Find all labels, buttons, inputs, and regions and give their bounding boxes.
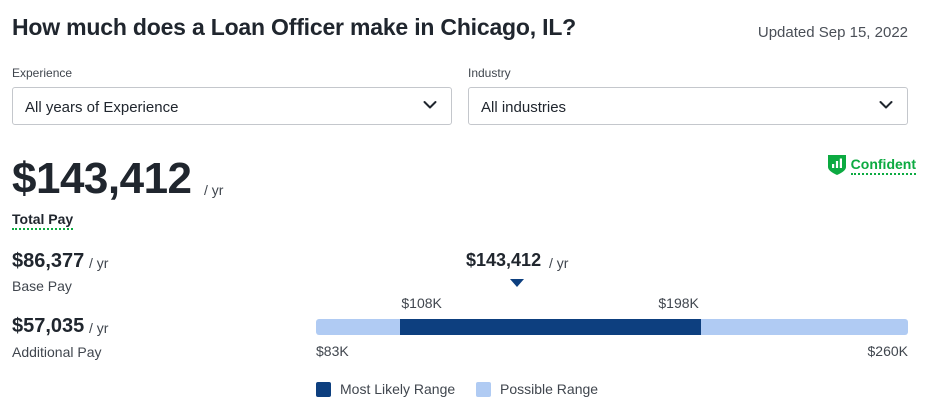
possible-range-bar bbox=[316, 319, 908, 335]
legend-most-likely: Most Likely Range bbox=[316, 381, 455, 397]
legend-possible-label: Possible Range bbox=[500, 381, 599, 397]
range-max-label: $260K bbox=[867, 343, 908, 359]
confidence-badge[interactable]: Confident bbox=[827, 151, 916, 179]
median-marker bbox=[510, 279, 524, 287]
median-pay-unit: / yr bbox=[549, 255, 569, 271]
total-pay-amount: $143,412 bbox=[12, 154, 192, 203]
industry-label: Industry bbox=[468, 66, 511, 80]
likely-low-label: $108K bbox=[401, 295, 442, 311]
experience-dropdown[interactable]: All years of Experience bbox=[12, 87, 452, 125]
possible-swatch bbox=[476, 381, 491, 397]
industry-value: All industries bbox=[481, 99, 567, 116]
page-title: How much does a Loan Officer make in Chi… bbox=[12, 14, 577, 40]
total-pay-unit: / yr bbox=[204, 182, 224, 198]
shield-bars-icon bbox=[827, 155, 846, 175]
legend-possible: Possible Range bbox=[476, 381, 598, 397]
chevron-down-icon bbox=[423, 101, 437, 109]
median-pay-amount: $143,412 bbox=[466, 250, 542, 270]
additional-pay-unit: / yr bbox=[89, 320, 109, 336]
most-likely-range-bar bbox=[399, 319, 701, 335]
experience-label: Experience bbox=[12, 66, 73, 80]
base-pay-label: Base Pay bbox=[12, 278, 72, 294]
total-pay-label[interactable]: Total Pay bbox=[12, 211, 74, 230]
experience-value: All years of Experience bbox=[25, 99, 179, 116]
additional-pay-label: Additional Pay bbox=[12, 344, 102, 360]
chevron-down-icon bbox=[879, 101, 893, 109]
base-pay-unit: / yr bbox=[89, 255, 109, 271]
confidence-label: Confident bbox=[850, 156, 916, 175]
updated-date: Updated Sep 15, 2022 bbox=[757, 24, 908, 41]
likely-high-label: $198K bbox=[658, 295, 699, 311]
most-likely-swatch bbox=[316, 381, 331, 397]
industry-dropdown[interactable]: All industries bbox=[468, 87, 908, 125]
additional-pay-amount: $57,035 bbox=[12, 315, 85, 337]
range-min-label: $83K bbox=[316, 343, 349, 359]
legend-most-likely-label: Most Likely Range bbox=[340, 381, 456, 397]
base-pay-amount: $86,377 bbox=[12, 250, 85, 272]
